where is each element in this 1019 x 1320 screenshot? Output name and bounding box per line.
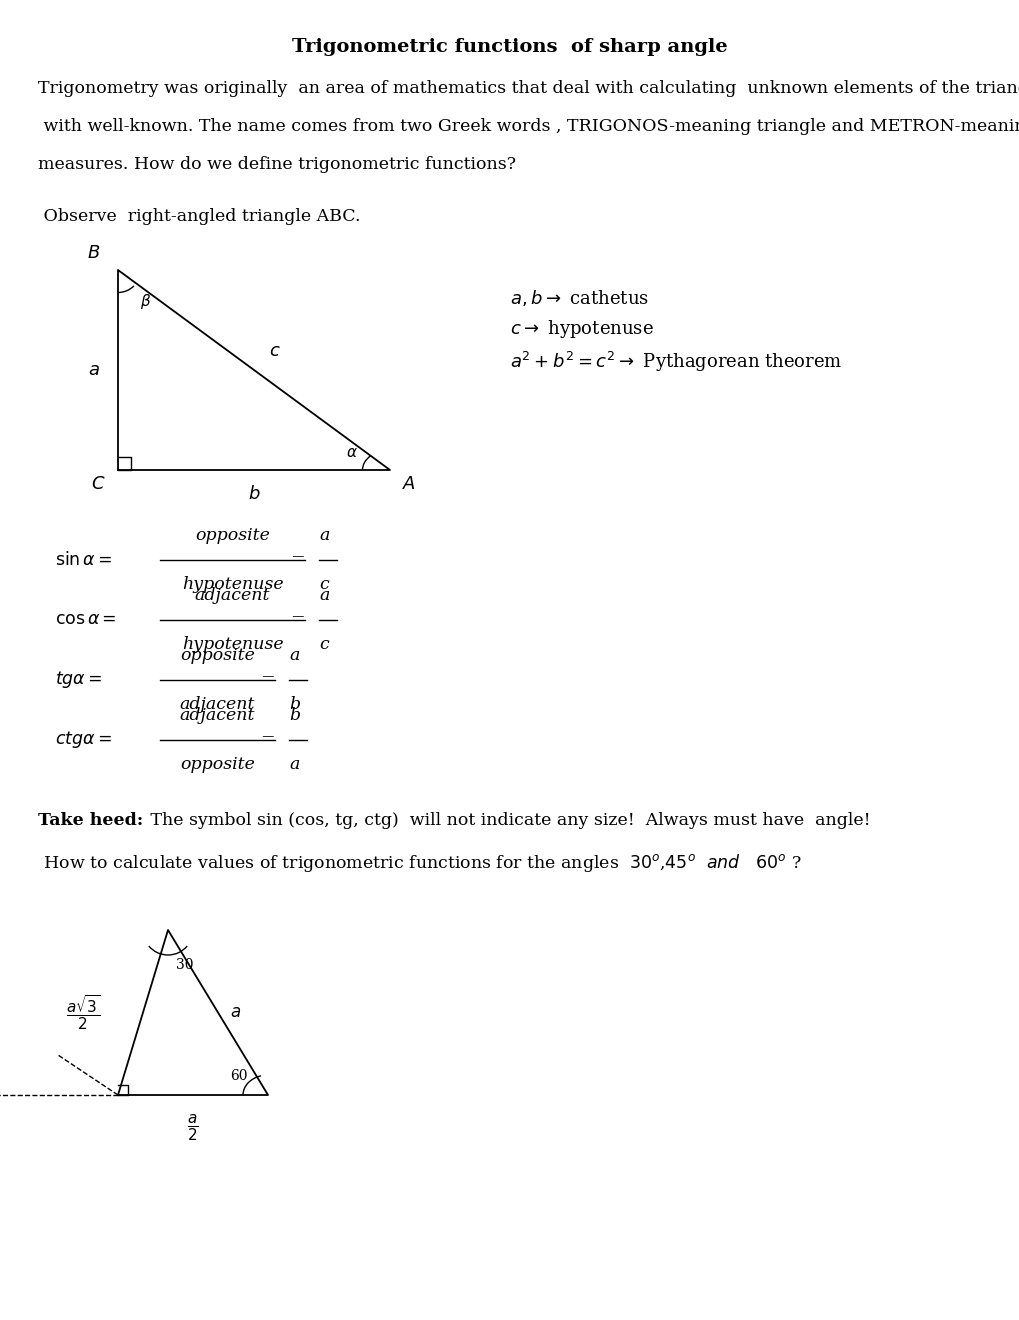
Text: opposite: opposite: [180, 647, 255, 664]
Text: $tg\alpha =$: $tg\alpha =$: [55, 669, 102, 690]
Text: a: a: [319, 527, 329, 544]
Text: $C$: $C$: [92, 475, 106, 492]
Text: =: =: [260, 672, 275, 689]
Text: How to calculate values of trigonometric functions for the angles  $30^o$,$45^o$: How to calculate values of trigonometric…: [38, 851, 801, 874]
Text: Take heed:: Take heed:: [38, 812, 143, 829]
Text: b: b: [288, 696, 300, 713]
Text: measures. How do we define trigonometric functions?: measures. How do we define trigonometric…: [38, 156, 516, 173]
Text: $a^2 + b^2 = c^2 \rightarrow$ Pythagorean theorem: $a^2 + b^2 = c^2 \rightarrow$ Pythagorea…: [510, 350, 842, 374]
Text: b: b: [288, 708, 300, 723]
Text: $\dfrac{a\sqrt{3}}{2}$: $\dfrac{a\sqrt{3}}{2}$: [65, 993, 100, 1032]
Text: Observe  right-angled triangle ABC.: Observe right-angled triangle ABC.: [38, 209, 360, 224]
Text: a: a: [319, 587, 329, 605]
Text: $A$: $A$: [401, 475, 416, 492]
Text: hypotenuse: hypotenuse: [181, 576, 283, 593]
Text: $ctg\alpha =$: $ctg\alpha =$: [55, 730, 112, 751]
Text: Trigonometry was originally  an area of mathematics that deal with calculating  : Trigonometry was originally an area of m…: [38, 81, 1019, 96]
Text: $c \rightarrow$ hypotenuse: $c \rightarrow$ hypotenuse: [510, 318, 653, 341]
Text: $b$: $b$: [248, 484, 260, 503]
Text: $a$: $a$: [88, 360, 100, 379]
Text: =: =: [290, 552, 305, 569]
Text: adjacent: adjacent: [179, 696, 255, 713]
Text: $\alpha$: $\alpha$: [345, 446, 358, 459]
Text: c: c: [319, 636, 328, 653]
Text: $\dfrac{a}{2}$: $\dfrac{a}{2}$: [186, 1113, 199, 1143]
Text: a: a: [288, 756, 300, 774]
Text: opposite: opposite: [180, 756, 255, 774]
Text: $c$: $c$: [269, 342, 280, 360]
Text: 60: 60: [229, 1069, 248, 1082]
Text: opposite: opposite: [195, 527, 270, 544]
Text: The symbol sin (cos, tg, ctg)  will not indicate any size!  Always must have  an: The symbol sin (cos, tg, ctg) will not i…: [145, 812, 870, 829]
Text: $a$: $a$: [229, 1005, 240, 1020]
Text: $B$: $B$: [87, 244, 100, 261]
Text: adjacent: adjacent: [179, 708, 255, 723]
Text: a: a: [288, 647, 300, 664]
Text: Trigonometric functions  of sharp angle: Trigonometric functions of sharp angle: [291, 38, 728, 55]
Text: c: c: [319, 576, 328, 593]
Text: with well-known. The name comes from two Greek words , TRIGONOS-meaning triangle: with well-known. The name comes from two…: [38, 117, 1019, 135]
Text: $a, b \rightarrow$ cathetus: $a, b \rightarrow$ cathetus: [510, 288, 648, 308]
Text: adjacent: adjacent: [195, 587, 270, 605]
Text: 30: 30: [176, 958, 194, 972]
Text: hypotenuse: hypotenuse: [181, 636, 283, 653]
Text: $\beta$: $\beta$: [140, 292, 151, 312]
Text: =: =: [260, 731, 275, 748]
Text: =: =: [290, 611, 305, 628]
Text: $\sin\alpha =$: $\sin\alpha =$: [55, 550, 112, 569]
Text: $\cos\alpha =$: $\cos\alpha =$: [55, 611, 116, 628]
